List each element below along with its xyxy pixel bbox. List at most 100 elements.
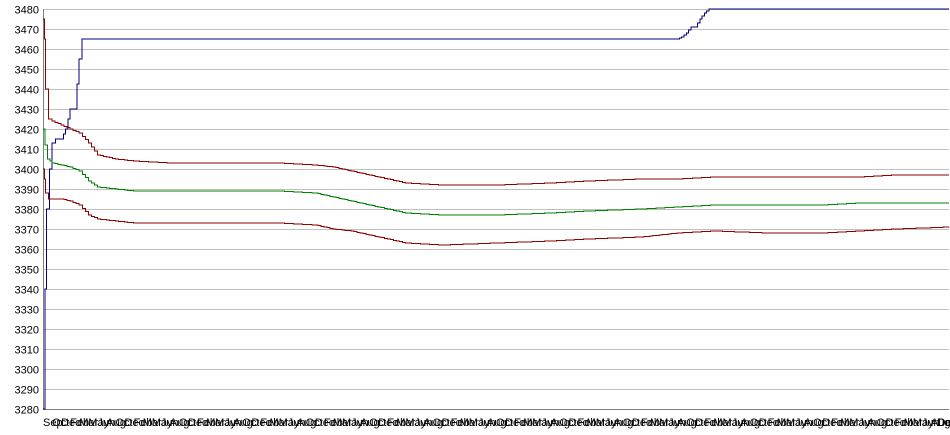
y-tick-label: 3480 — [15, 5, 39, 17]
x-tick-label: May — [152, 417, 173, 429]
x-tick-label: Aug — [424, 417, 444, 429]
x-tick-label: Dec — [251, 417, 271, 429]
x-tick-label: Jun — [922, 417, 940, 429]
x-tick-label: Jun — [605, 417, 623, 429]
x-tick-label: Feb — [134, 417, 153, 429]
series-line-2 — [43, 18, 949, 186]
y-tick-label: 3350 — [15, 265, 39, 277]
x-tick-label: Oct — [179, 417, 196, 429]
x-tick-label: Oct — [686, 417, 703, 429]
x-tick-label: Aug — [233, 417, 253, 429]
y-tick-labels: 3280 3290 3300 3310 3320 3330 3340 3350 3360 3370… — [15, 5, 39, 417]
x-tick-label: Feb — [641, 417, 660, 429]
y-tick-label: 3440 — [15, 85, 39, 97]
x-tick-label: Mar — [523, 417, 542, 429]
x-tick-label: Aug — [804, 417, 824, 429]
x-tick-label: Aug — [487, 417, 507, 429]
x-tick-label: Oct — [433, 417, 450, 429]
x-tick-label: Dec — [886, 417, 906, 429]
y-tick-label: 3410 — [15, 145, 39, 157]
x-tick-label: Jun — [224, 417, 242, 429]
x-tick-label: Oct — [116, 417, 133, 429]
x-tick-label: Feb — [578, 417, 597, 429]
x-tick-label: May — [342, 417, 363, 429]
x-tick-labels: SepOctDecFebMarMayJunAugOctDecFebMarMayJ… — [43, 417, 950, 429]
x-tick-label: Feb — [768, 417, 787, 429]
x-tick-label: Jun — [732, 417, 750, 429]
x-tick-label: Oct — [813, 417, 830, 429]
x-tick-label: Mar — [713, 417, 732, 429]
y-tick-label: 3340 — [15, 285, 39, 297]
y-tick-label: 3390 — [15, 185, 39, 197]
x-tick-label: Oct — [877, 417, 894, 429]
x-tick-label: Oct — [623, 417, 640, 429]
x-tick-label: Dec — [61, 417, 81, 429]
x-tick-label: Aug — [614, 417, 634, 429]
series-lines — [43, 8, 950, 410]
x-tick-label: Oct — [306, 417, 323, 429]
x-tick-label: Mar — [79, 417, 98, 429]
x-tick-label: Aug — [741, 417, 761, 429]
x-tick-label: Feb — [514, 417, 533, 429]
x-tick-label: Mar — [904, 417, 923, 429]
x-tick-label: Jun — [415, 417, 433, 429]
x-tick-label: Jun — [97, 417, 115, 429]
x-tick-label: May — [659, 417, 680, 429]
x-tick-label: Dec — [188, 417, 208, 429]
y-tick-label: 3360 — [15, 245, 39, 257]
x-tick-label: Feb — [831, 417, 850, 429]
x-tick-label: Feb — [387, 417, 406, 429]
y-tick-label: 3330 — [15, 305, 39, 317]
x-tick-label: Aug — [931, 417, 950, 429]
series-line-3 — [43, 128, 949, 216]
series-line-1 — [43, 8, 949, 410]
x-tick-label: Jun — [161, 417, 179, 429]
y-tick-label: 3380 — [15, 205, 39, 217]
x-tick-label: Feb — [704, 417, 723, 429]
y-tick-label: 3310 — [15, 345, 39, 357]
x-tick-label: Aug — [677, 417, 697, 429]
y-tick-label: 3300 — [15, 365, 39, 377]
x-tick-label: Dec — [632, 417, 652, 429]
x-tick-label: Jun — [478, 417, 496, 429]
x-tick-label: May — [849, 417, 870, 429]
x-tick-label: Dec — [125, 417, 145, 429]
x-tick-label: Aug — [297, 417, 317, 429]
x-tick-label: May — [532, 417, 553, 429]
x-tick-label: Oct — [369, 417, 386, 429]
x-tick-label: Mar — [650, 417, 669, 429]
x-tick-label: May — [88, 417, 109, 429]
y-tick-label: 3370 — [15, 225, 39, 237]
x-tick-label: Jun — [795, 417, 813, 429]
x-tick-label: Feb — [197, 417, 216, 429]
x-tick-label: Mar — [777, 417, 796, 429]
x-tick-label: May — [786, 417, 807, 429]
x-tick-label: Mar — [270, 417, 289, 429]
axes — [43, 9, 949, 410]
x-tick-label: May — [405, 417, 426, 429]
x-tick-label: Oct — [559, 417, 576, 429]
x-tick-label: Feb — [895, 417, 914, 429]
y-tick-label: 3450 — [15, 65, 39, 77]
x-tick-label: Mar — [143, 417, 162, 429]
x-tick-label: Oct — [937, 417, 950, 429]
x-tick-label: May — [279, 417, 300, 429]
x-tick-label: Dec — [695, 417, 715, 429]
x-tick-label: Jun — [351, 417, 369, 429]
x-tick-label: Dec — [505, 417, 525, 429]
x-tick-label: Oct — [496, 417, 513, 429]
x-tick-label: Mar — [587, 417, 606, 429]
x-tick-label: Dec — [442, 417, 462, 429]
x-tick-label: Dec — [378, 417, 398, 429]
x-tick-label: Jun — [541, 417, 559, 429]
x-tick-label: Dec — [569, 417, 589, 429]
x-tick-label: Aug — [868, 417, 888, 429]
x-tick-label: Aug — [360, 417, 380, 429]
x-tick-label: Mar — [333, 417, 352, 429]
x-tick-label: Dec — [937, 417, 950, 429]
x-tick-label: Oct — [750, 417, 767, 429]
y-tick-label: 3280 — [15, 405, 39, 417]
x-tick-label: May — [215, 417, 236, 429]
x-tick-label: May — [469, 417, 490, 429]
